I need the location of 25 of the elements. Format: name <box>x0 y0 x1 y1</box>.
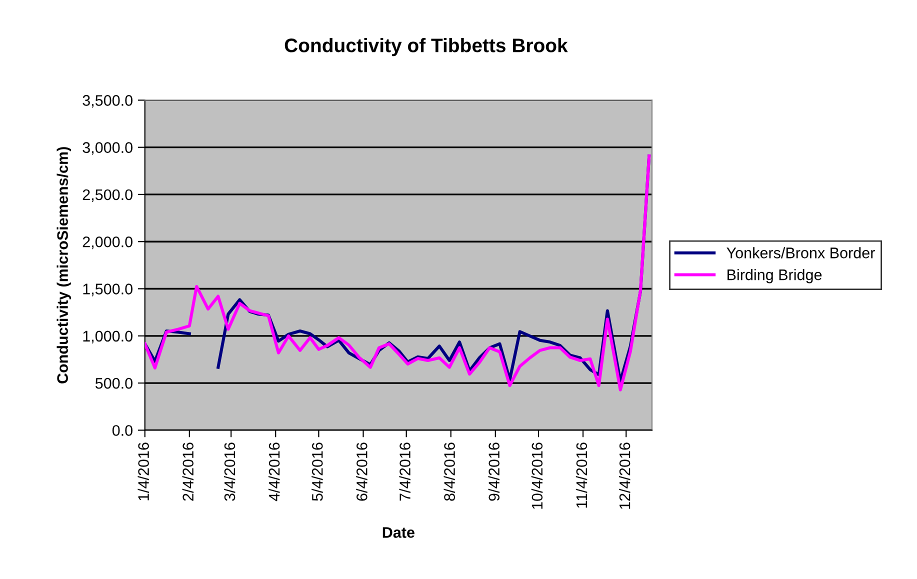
x-axis-title: Date <box>382 527 414 538</box>
y-tick-label: 3,500.0 <box>82 95 132 108</box>
x-tick-label: 5/4/2016 <box>312 442 323 501</box>
y-tick-label: 2,000.0 <box>82 236 132 250</box>
x-tick-label: 4/4/2016 <box>268 442 280 502</box>
y-tick-label: 2,500.0 <box>82 189 132 202</box>
x-tick-label: 11/4/2016 <box>576 442 588 508</box>
legend-label: Birding Bridge <box>728 269 822 284</box>
x-tick-label: 12/4/2016 <box>619 442 630 509</box>
x-tick-label: 2/4/2016 <box>182 442 194 501</box>
x-tick-label: 3/4/2016 <box>224 442 236 501</box>
y-tick-label: 0.0 <box>112 425 132 436</box>
x-tick-label: 1/4/2016 <box>138 442 149 500</box>
y-tick-label: 1,500.0 <box>83 284 132 296</box>
x-tick-label: 8/4/2016 <box>444 442 455 501</box>
y-axis-title: Conductivity (microSiemens/cm) <box>56 147 71 384</box>
legend-label: Yonkers/Bronx Border <box>726 247 875 258</box>
y-tick-label: 500.0 <box>95 378 132 389</box>
y-tick-label: 3,000.0 <box>82 142 132 155</box>
y-tick-label: 1,000.0 <box>83 330 132 344</box>
x-tick-label: 10/4/2016 <box>531 442 543 509</box>
chart-title: Conductivity of Tibbetts Brook <box>284 38 568 56</box>
x-tick-label: 9/4/2016 <box>488 442 500 501</box>
x-tick-label: 7/4/2016 <box>399 442 410 501</box>
x-tick-label: 6/4/2016 <box>356 442 368 501</box>
